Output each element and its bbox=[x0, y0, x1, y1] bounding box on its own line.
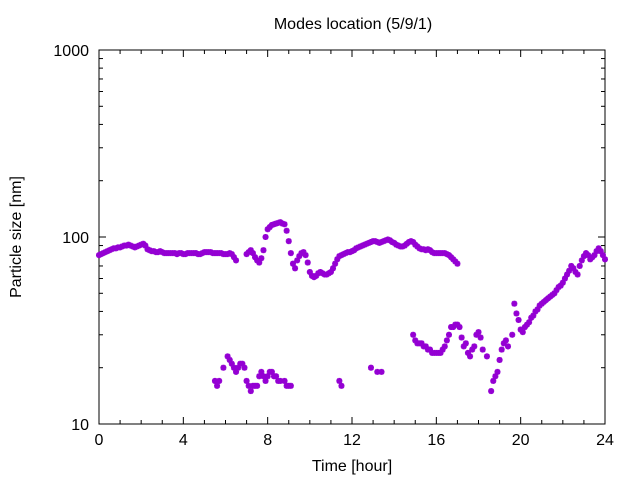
data-point bbox=[247, 388, 254, 395]
data-point bbox=[281, 221, 288, 228]
data-point bbox=[456, 324, 463, 331]
x-tick-label: 8 bbox=[263, 432, 272, 449]
data-point bbox=[330, 265, 337, 272]
data-points bbox=[96, 219, 608, 395]
y-tick-label: 100 bbox=[62, 230, 89, 247]
data-point bbox=[233, 257, 240, 264]
data-point bbox=[462, 340, 469, 347]
data-point bbox=[441, 343, 448, 350]
data-point bbox=[519, 329, 526, 336]
data-point bbox=[367, 364, 374, 371]
data-point bbox=[262, 234, 269, 240]
plot-frame bbox=[98, 49, 606, 425]
data-point bbox=[526, 319, 533, 326]
data-point bbox=[243, 377, 250, 384]
data-point bbox=[494, 368, 501, 375]
data-point bbox=[576, 262, 583, 269]
data-point bbox=[475, 329, 482, 336]
data-point bbox=[488, 388, 495, 395]
x-tick-label: 12 bbox=[343, 432, 361, 449]
data-point bbox=[496, 356, 503, 363]
data-point bbox=[241, 364, 248, 371]
data-point bbox=[214, 382, 221, 389]
data-point bbox=[289, 260, 296, 267]
data-point bbox=[443, 337, 450, 344]
data-point bbox=[281, 377, 288, 384]
x-tick-label: 16 bbox=[427, 432, 445, 449]
data-point bbox=[467, 353, 474, 360]
axis-tick-labels: 0 4 8 12 16 20 24 10 100 1000 bbox=[53, 43, 614, 449]
chart-title: Modes location (5/9/1) bbox=[274, 16, 432, 33]
y-axis-label: Particle size [nm] bbox=[8, 176, 25, 298]
data-point bbox=[287, 382, 294, 389]
x-tick-label: 4 bbox=[179, 432, 188, 449]
data-point bbox=[260, 247, 267, 254]
data-point bbox=[273, 373, 280, 380]
data-point bbox=[490, 377, 497, 384]
data-point bbox=[254, 382, 261, 389]
data-point bbox=[515, 316, 522, 323]
data-point bbox=[306, 268, 313, 275]
data-point bbox=[471, 343, 478, 350]
data-point bbox=[264, 373, 271, 380]
data-point bbox=[454, 260, 461, 267]
data-point bbox=[336, 377, 343, 384]
x-axis-label: Time [hour] bbox=[312, 458, 392, 475]
data-point bbox=[220, 364, 227, 371]
data-point bbox=[302, 252, 309, 259]
data-point bbox=[338, 382, 345, 389]
x-tick-label: 0 bbox=[95, 432, 104, 449]
data-point bbox=[574, 271, 581, 278]
data-point bbox=[378, 368, 385, 375]
data-point bbox=[292, 265, 299, 272]
data-point bbox=[509, 331, 516, 338]
data-point bbox=[511, 300, 518, 307]
data-point bbox=[513, 310, 520, 317]
data-point bbox=[285, 238, 292, 245]
data-point bbox=[262, 377, 269, 384]
data-point bbox=[602, 256, 608, 263]
data-point bbox=[216, 377, 223, 384]
axis-ticks bbox=[98, 49, 606, 425]
data-point bbox=[505, 343, 512, 350]
data-point bbox=[479, 346, 486, 353]
data-point bbox=[304, 259, 311, 266]
x-tick-label: 24 bbox=[596, 432, 614, 449]
data-point bbox=[483, 353, 490, 360]
data-point bbox=[445, 331, 452, 338]
data-point bbox=[258, 255, 265, 262]
data-point bbox=[458, 334, 465, 341]
x-tick-label: 20 bbox=[512, 432, 530, 449]
y-tick-label: 1000 bbox=[53, 43, 89, 60]
data-point bbox=[410, 331, 417, 338]
data-point bbox=[502, 337, 509, 344]
data-point bbox=[498, 346, 505, 353]
data-point bbox=[283, 227, 290, 234]
data-point bbox=[477, 334, 484, 341]
y-tick-label: 10 bbox=[71, 417, 89, 434]
data-point bbox=[287, 250, 294, 257]
